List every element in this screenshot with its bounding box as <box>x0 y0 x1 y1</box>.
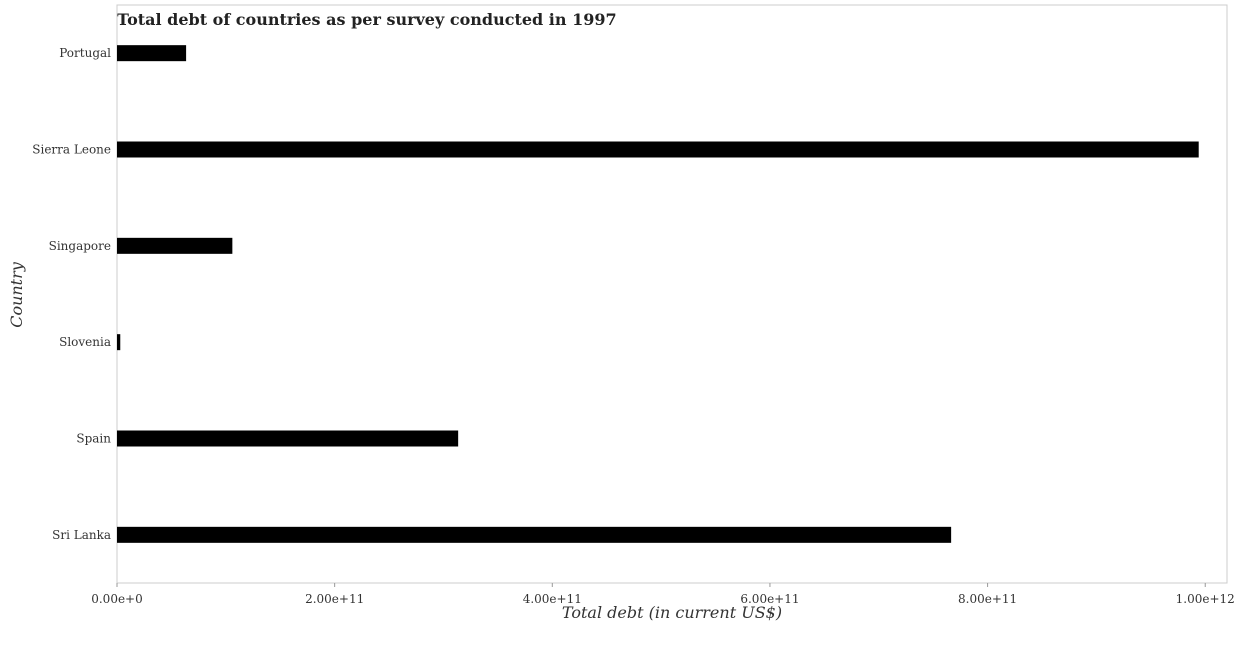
y-tick-label: Singapore <box>49 239 111 253</box>
bar-spain <box>117 430 459 447</box>
x-tick-label: 6.00e+11 <box>740 592 799 606</box>
x-tick-label: 0.00e+0 <box>91 592 143 606</box>
x-tick-label: 1.00e+12 <box>1176 592 1234 606</box>
bar-portugal <box>117 45 187 62</box>
y-tick-label: Spain <box>76 432 111 446</box>
y-tick-label: Sri Lanka <box>52 528 111 542</box>
bars-group <box>117 45 1199 543</box>
x-axis-ticks: 0.00e+0 2.00e+11 4.00e+11 6.00e+11 8.00e+11 1… <box>91 583 1234 606</box>
y-axis-label: Country <box>7 261 26 328</box>
y-tick-label: Slovenia <box>59 335 111 349</box>
x-tick-label: 8.00e+11 <box>958 592 1017 606</box>
bar-singapore <box>117 237 233 254</box>
y-axis-ticks: Portugal Sierra Leone Singapore Slovenia Spa… <box>32 46 111 542</box>
plot-frame <box>116 4 1228 584</box>
x-axis-label: Total debt (in current US$) <box>562 603 782 622</box>
x-tick-label: 2.00e+11 <box>305 592 364 606</box>
chart-title: Total debt of countries as per survey co… <box>117 10 617 29</box>
bar-sri-lanka <box>117 526 952 543</box>
y-tick-label: Portugal <box>59 46 111 60</box>
x-tick-label: 4.00e+11 <box>523 592 582 606</box>
bar-slovenia <box>117 334 121 351</box>
y-tick-label: Sierra Leone <box>32 143 111 157</box>
bar-sierra-leone <box>117 141 1199 158</box>
